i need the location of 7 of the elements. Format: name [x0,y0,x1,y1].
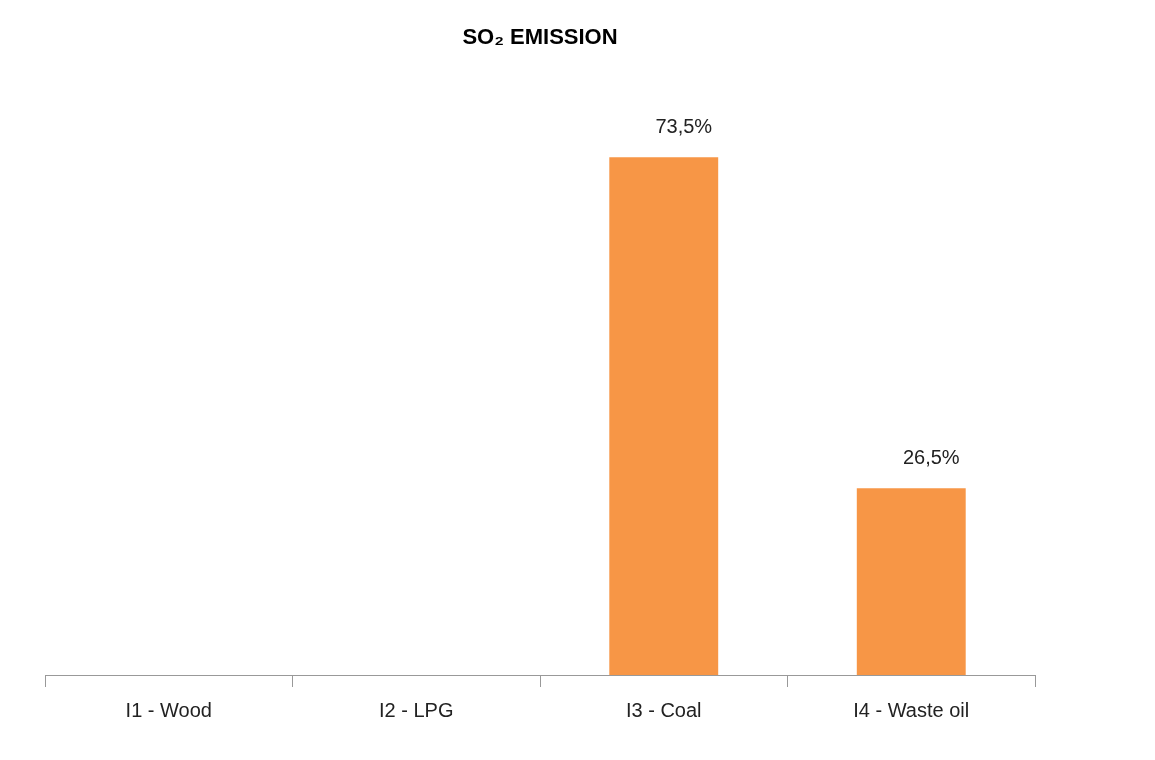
x-tick-label: I2 - LPG [379,698,454,721]
data-label: 73,5% [655,114,713,137]
x-tick-label: I1 - Wood [125,698,212,721]
data-label: 26,5% [902,445,960,468]
x-tick-label: I4 - Waste oil [853,698,970,721]
chart-title: SO₂ EMISSION [462,24,618,50]
x-tick-label: I3 - Coal [625,698,702,721]
